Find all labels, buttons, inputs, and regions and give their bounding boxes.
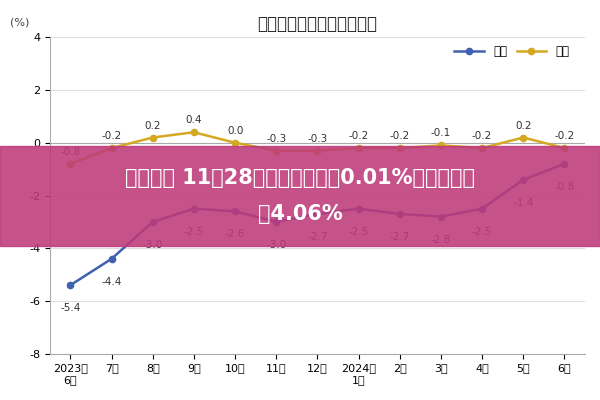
环比 [478,146,485,150]
环比 [272,148,280,153]
Text: 0.0: 0.0 [227,126,243,136]
Text: -5.4: -5.4 [60,303,80,313]
同比 [355,206,362,211]
Text: (%): (%) [10,18,29,28]
环比 [149,135,157,140]
Text: -0.2: -0.2 [554,131,575,141]
环比 [396,146,403,150]
环比 [520,135,527,140]
环比 [437,143,445,148]
Text: -4.4: -4.4 [101,277,122,287]
Text: 0.2: 0.2 [515,120,532,130]
Text: -2.5: -2.5 [472,227,492,237]
同比 [520,177,527,182]
同比 [67,283,74,288]
Text: -0.2: -0.2 [389,131,410,141]
Text: 平台股票 11月28日贵燃转债下跌0.01%，转股溢价: 平台股票 11月28日贵燃转债下跌0.01%，转股溢价 [125,168,475,188]
环比 [108,146,115,150]
Text: -2.6: -2.6 [225,229,245,239]
Line: 环比: 环比 [67,129,568,167]
同比 [272,220,280,224]
同比 [314,212,321,216]
Text: -0.3: -0.3 [266,134,286,144]
环比 [232,140,239,145]
Text: 率4.06%: 率4.06% [257,204,343,224]
Text: -0.1: -0.1 [431,128,451,138]
环比 [355,146,362,150]
Text: -0.2: -0.2 [101,131,122,141]
同比 [232,209,239,214]
Text: 0.2: 0.2 [145,120,161,130]
Text: 0.4: 0.4 [185,115,202,125]
Text: -2.7: -2.7 [307,232,328,242]
Text: -0.2: -0.2 [472,131,492,141]
Text: -0.8: -0.8 [554,182,575,192]
同比 [478,206,485,211]
Text: -1.4: -1.4 [513,198,533,208]
同比 [108,256,115,261]
Text: -2.5: -2.5 [349,227,369,237]
Text: -0.2: -0.2 [349,131,369,141]
Text: -3.0: -3.0 [143,240,163,250]
Text: -0.3: -0.3 [307,134,328,144]
同比 [396,212,403,216]
环比 [561,146,568,150]
环比 [190,130,197,135]
Legend: 同比, 环比: 同比, 环比 [449,40,574,63]
Text: -0.8: -0.8 [61,147,80,157]
Text: -3.0: -3.0 [266,240,286,250]
Line: 同比: 同比 [67,161,568,288]
同比 [437,214,445,219]
环比 [314,148,321,153]
Text: -2.8: -2.8 [431,235,451,245]
Text: -2.7: -2.7 [389,232,410,242]
Text: -2.5: -2.5 [184,227,204,237]
环比 [67,162,74,166]
同比 [561,162,568,166]
同比 [149,220,157,224]
Title: 工业生产者出厂价格涨跌幅: 工业生产者出厂价格涨跌幅 [257,15,377,33]
同比 [190,206,197,211]
